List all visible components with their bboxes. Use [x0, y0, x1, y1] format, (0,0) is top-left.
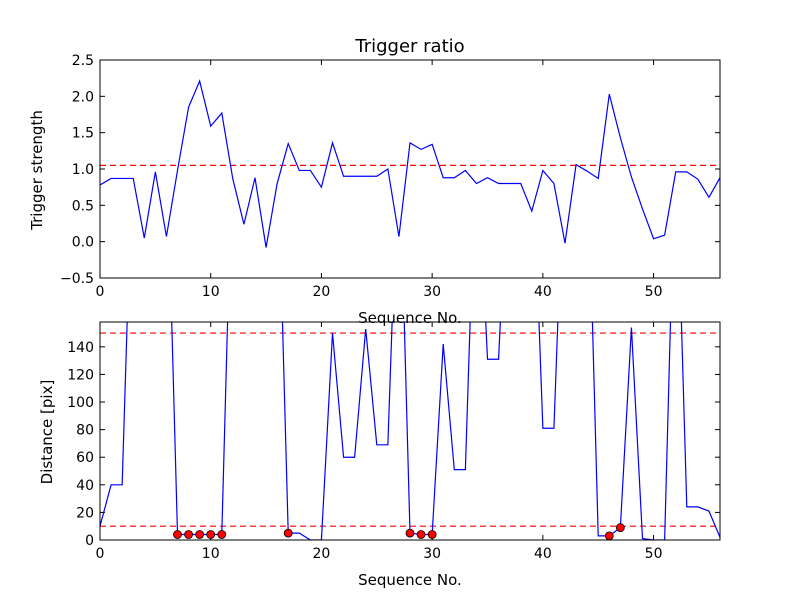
bottom-x-tick-label: 0	[96, 546, 105, 562]
top-y-tick-label: 0.5	[72, 198, 94, 214]
bottom-y-tick-label: 0	[85, 533, 94, 549]
top-x-tick-label: 10	[202, 284, 220, 300]
top-y-tick-label: 1.0	[72, 162, 94, 178]
top-x-tick-label: 50	[645, 284, 663, 300]
bottom-panel: Distance [pix] Sequence No. 0 10 20 30 40 500…	[38, 321, 721, 589]
bottom-tick-group: 0 10 20 30 40 50 0 20 40 60 80 100 120 140	[67, 322, 720, 562]
bottom-data-marker	[217, 530, 227, 539]
bottom-x-tick-label: 10	[202, 546, 220, 562]
bottom-data-marker	[416, 530, 426, 539]
bottom-data-marker	[615, 523, 625, 532]
top-x-tick-label: 0	[96, 284, 105, 300]
bottom-y-tick-label: 120	[67, 367, 94, 383]
top-plot-frame	[99, 59, 721, 279]
bottom-data-marker	[604, 531, 614, 541]
bottom-y-tick-label: 140	[67, 340, 94, 356]
bottom-x-tick-label: 30	[423, 546, 441, 562]
bottom-y-tick-label: 20	[76, 505, 94, 521]
bottom-x-axis-label: Sequence No.	[358, 571, 462, 589]
top-y-tick-label: 2.0	[72, 89, 94, 105]
bottom-data-marker	[427, 530, 437, 539]
bottom-x-tick-label: 40	[534, 546, 552, 562]
bottom-data-marker	[195, 530, 205, 539]
bottom-y-tick-label: 40	[76, 478, 94, 494]
top-x-axis-label: Sequence No.	[358, 309, 462, 327]
top-y-tick-label: 1.5	[72, 126, 94, 142]
bottom-y-axis-label: Distance [pix]	[38, 380, 56, 485]
top-x-tick-label: 20	[313, 284, 331, 300]
top-y-tick-label: 0.0	[72, 235, 94, 251]
bottom-y-tick-label: 100	[67, 395, 94, 411]
bottom-data-marker	[283, 528, 293, 538]
bottom-plot-frame	[99, 321, 721, 541]
top-series-group	[100, 79, 720, 248]
bottom-data-marker	[405, 528, 415, 538]
top-y-axis-label: Trigger strength	[28, 110, 46, 231]
bottom-marker-group	[173, 523, 625, 541]
top-series-line	[100, 79, 720, 248]
top-tick-group: 0 10 20 30 40 50 −0.5 0.0 0.5 1.0 1.5 2.0 2.5	[60, 53, 720, 300]
bottom-y-tick-label: 80	[76, 423, 94, 439]
top-x-tick-label: 40	[534, 284, 552, 300]
bottom-y-tick-label: 60	[76, 450, 94, 466]
bottom-threshold-group	[100, 332, 720, 527]
top-panel: Trigger ratio Trigger strength Sequence …	[28, 36, 721, 327]
bottom-data-marker	[206, 530, 216, 539]
top-x-tick-label: 30	[423, 284, 441, 300]
bottom-data-marker	[184, 530, 193, 539]
top-y-tick-label: 2.5	[72, 53, 94, 69]
top-chart-title: Trigger ratio	[354, 36, 464, 57]
bottom-x-tick-label: 20	[313, 546, 331, 562]
top-y-tick-label: −0.5	[60, 271, 94, 287]
bottom-data-marker	[173, 530, 182, 539]
bottom-x-tick-label: 50	[645, 546, 663, 562]
